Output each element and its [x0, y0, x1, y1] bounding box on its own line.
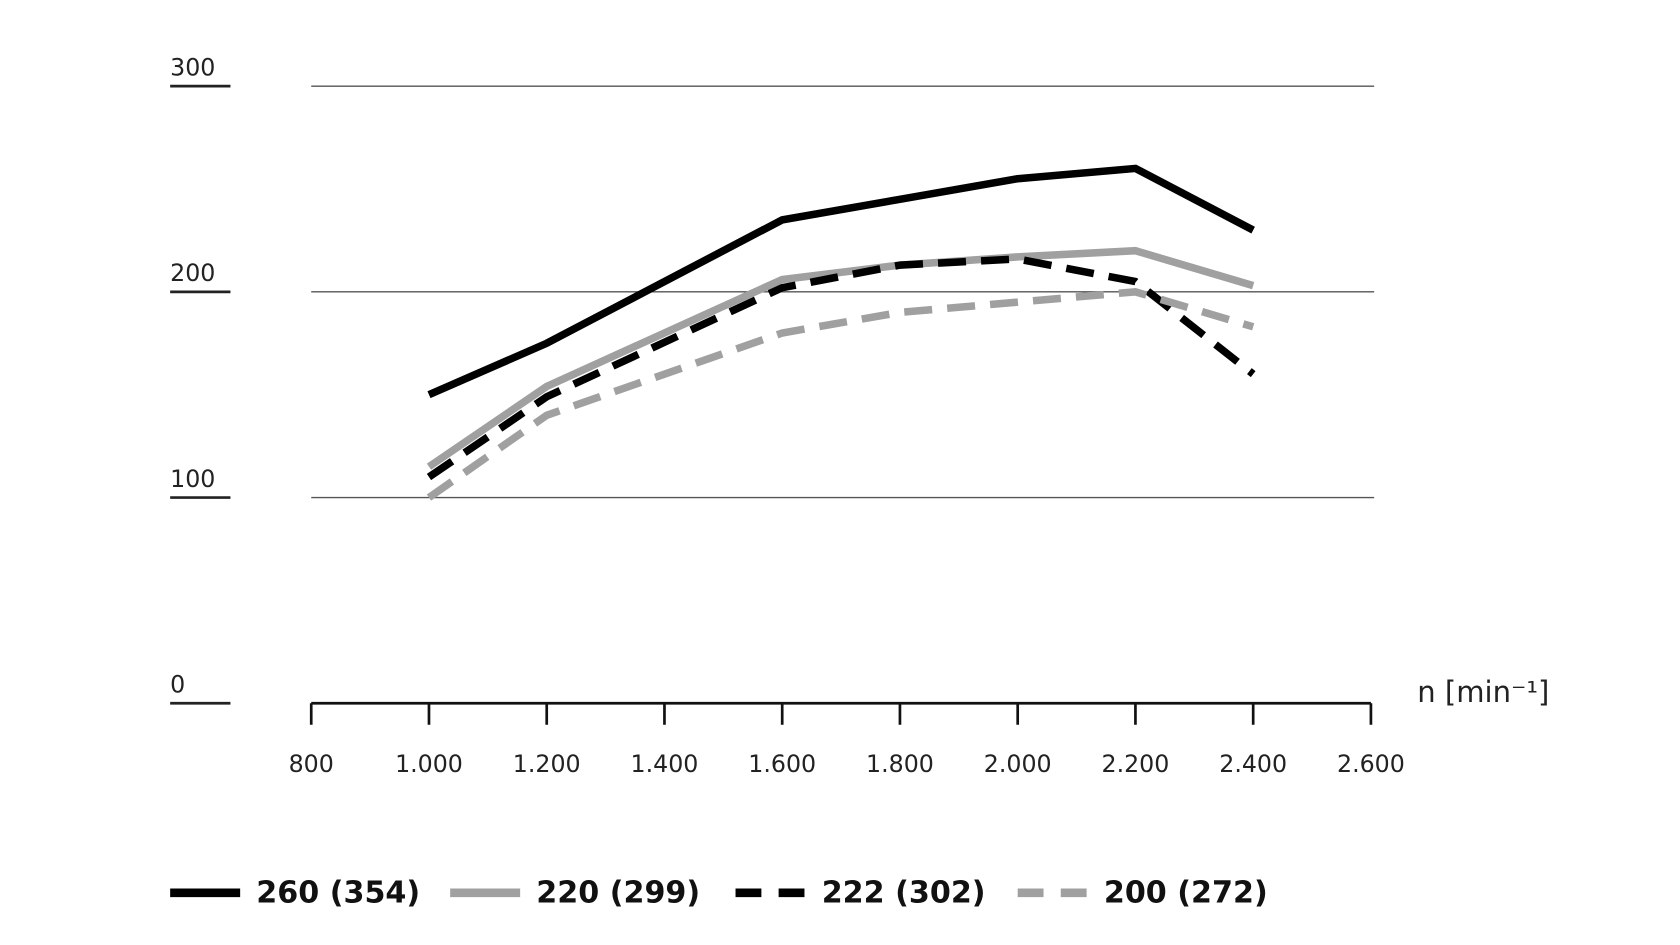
y-tick-label: 300 [170, 53, 215, 81]
legend: 260 (354) 220 (299) 222 (302) 200 (272) [170, 875, 1268, 910]
x-tick-label: 2.400 [1219, 750, 1287, 778]
x-tick-label: 2.200 [1102, 750, 1170, 778]
legend-label: 222 (302) [822, 875, 986, 910]
y-tick-label: 100 [170, 465, 215, 493]
x-tick-label: 1.800 [866, 750, 934, 778]
x-axis: 800 1.000 1.200 1.400 1.600 1.800 2.000 2.200 2.… [289, 701, 1405, 778]
x-tick-label: 2.600 [1337, 750, 1405, 778]
legend-item: 260 (354) [170, 875, 420, 910]
series-line [427, 164, 1255, 399]
legend-label: 220 (299) [536, 875, 700, 910]
y-axis: 0 100 200 300 [170, 53, 231, 705]
legend-label: 200 (272) [1104, 875, 1268, 910]
x-tick-label: 1.400 [631, 750, 699, 778]
series-line [426, 255, 1256, 481]
y-tick-label: 0 [170, 670, 185, 698]
legend-item: 222 (302) [735, 875, 986, 910]
x-tick-label: 1.000 [395, 750, 463, 778]
x-tick-label: 800 [289, 750, 334, 778]
legend-item: 220 (299) [450, 875, 700, 910]
gridlines [311, 85, 1375, 499]
legend-item: 200 (272) [1017, 875, 1268, 910]
x-axis-label: n [min⁻¹] [1417, 675, 1549, 709]
x-tick-label: 2.000 [984, 750, 1052, 778]
x-tick-label: 1.600 [748, 750, 816, 778]
legend-label: 260 (354) [256, 875, 420, 910]
y-tick-label: 200 [170, 259, 215, 287]
series-lines [426, 164, 1256, 501]
x-tick-label: 1.200 [513, 750, 581, 778]
series-line [426, 288, 1255, 501]
